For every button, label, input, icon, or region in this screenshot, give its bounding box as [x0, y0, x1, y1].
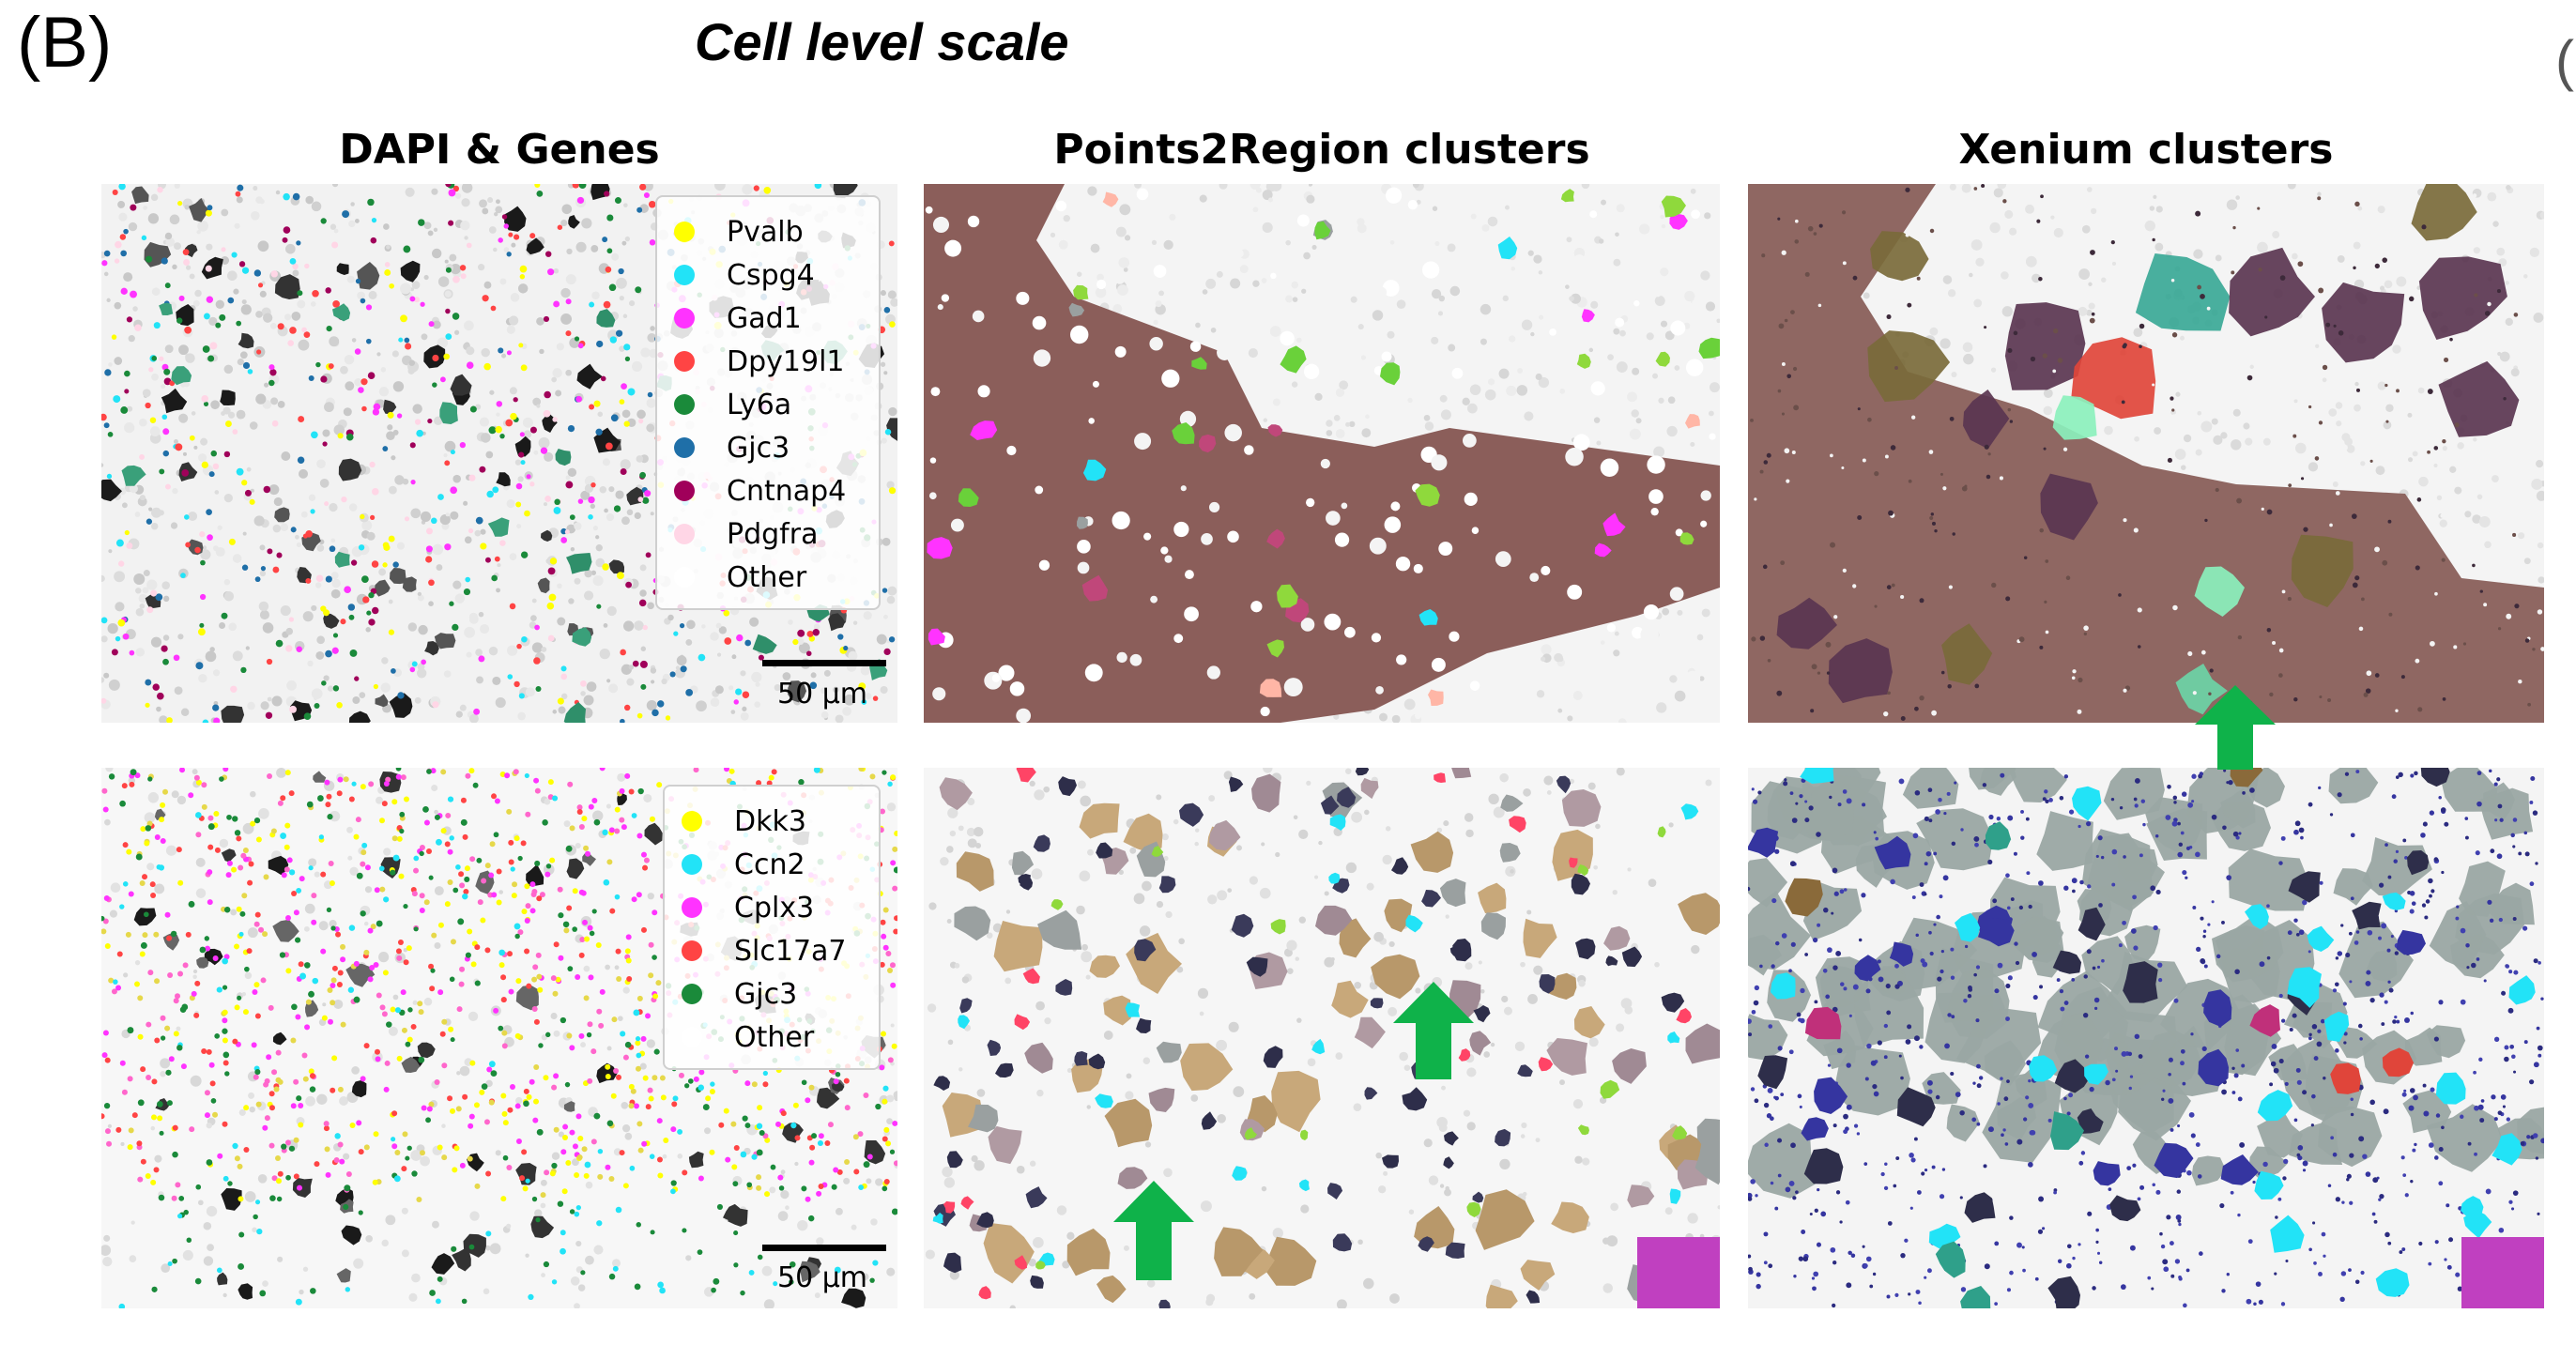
figure-title: Cell level scale	[695, 12, 1069, 71]
legend-label: Cntnap4	[727, 474, 847, 508]
legend-label: Other	[734, 1020, 815, 1054]
legend-marker	[682, 854, 702, 875]
legend-label: Ccn2	[734, 848, 805, 881]
column-title-dapi-genes: DAPI & Genes	[339, 126, 660, 174]
legend-label: Pvalb	[727, 215, 804, 249]
arrow-up-icon	[1113, 1181, 1194, 1280]
legend-entry: Cspg4	[674, 253, 858, 297]
scale-bar-bottom	[762, 1245, 886, 1251]
scale-bar-bottom-label: 50 µm	[777, 1261, 868, 1294]
panel-points2region-bottom	[924, 768, 1720, 1308]
legend-marker	[674, 222, 695, 242]
legend-entry: Gjc3	[674, 426, 858, 469]
legend-label: Pdgfra	[727, 517, 819, 551]
legend-label: Dpy19l1	[727, 344, 845, 378]
legend-label: Gjc3	[734, 977, 798, 1011]
legend-label: Other	[727, 560, 807, 594]
legend-label: Dkk3	[734, 804, 806, 838]
legend-marker	[682, 940, 702, 961]
panel-xenium-bottom	[1748, 768, 2544, 1308]
legend-entry: Pdgfra	[674, 512, 858, 556]
adjacent-panel-glyph: (	[2555, 29, 2574, 92]
legend-marker	[674, 351, 695, 372]
legend-label: Gad1	[727, 301, 802, 335]
legend-entry: Dpy19l1	[674, 340, 858, 383]
legend-bottom-genes: Dkk3 Ccn2 Cplx3 Slc17a7 Gjc3 Other	[663, 785, 881, 1070]
legend-entry: Slc17a7	[682, 929, 858, 972]
legend-entry: Other	[682, 1016, 858, 1059]
legend-label: Ly6a	[727, 388, 792, 421]
arrow-up-icon	[2195, 685, 2276, 770]
legend-entry: Dkk3	[682, 800, 858, 843]
legend-marker	[682, 811, 702, 832]
scale-bar-top	[762, 660, 886, 666]
legend-label: Gjc3	[727, 431, 790, 465]
legend-entry: Pvalb	[674, 210, 858, 253]
panel-tag: (B)	[17, 3, 113, 83]
legend-marker	[674, 308, 695, 329]
legend-marker	[674, 481, 695, 501]
legend-entry: Cplx3	[682, 886, 858, 929]
panel-points2region-top	[924, 184, 1720, 723]
legend-marker	[674, 437, 695, 458]
legend-marker	[674, 524, 695, 544]
legend-entry: Gad1	[674, 297, 858, 340]
legend-label: Slc17a7	[734, 934, 847, 968]
legend-entry: Cntnap4	[674, 469, 858, 512]
legend-label: Cplx3	[734, 891, 815, 924]
panel-xenium-top	[1748, 184, 2544, 723]
legend-entry: Ccn2	[682, 843, 858, 886]
legend-entry: Ly6a	[674, 383, 858, 426]
legend-marker	[674, 567, 695, 588]
column-title-xenium: Xenium clusters	[1958, 126, 2334, 174]
legend-marker	[682, 897, 702, 918]
legend-top-genes: Pvalb Cspg4 Gad1 Dpy19l1 Ly6a Gjc3 Cntnap4 Pdgf…	[655, 195, 881, 610]
arrow-up-icon	[1393, 982, 1474, 1079]
legend-label: Cspg4	[727, 258, 815, 292]
scale-bar-top-label: 50 µm	[777, 678, 868, 711]
legend-entry: Gjc3	[682, 972, 858, 1016]
legend-marker	[674, 265, 695, 285]
column-title-points2region: Points2Region clusters	[1053, 126, 1590, 174]
legend-marker	[682, 984, 702, 1004]
legend-entry: Other	[674, 556, 858, 599]
legend-marker	[682, 1027, 702, 1047]
legend-marker	[674, 394, 695, 415]
